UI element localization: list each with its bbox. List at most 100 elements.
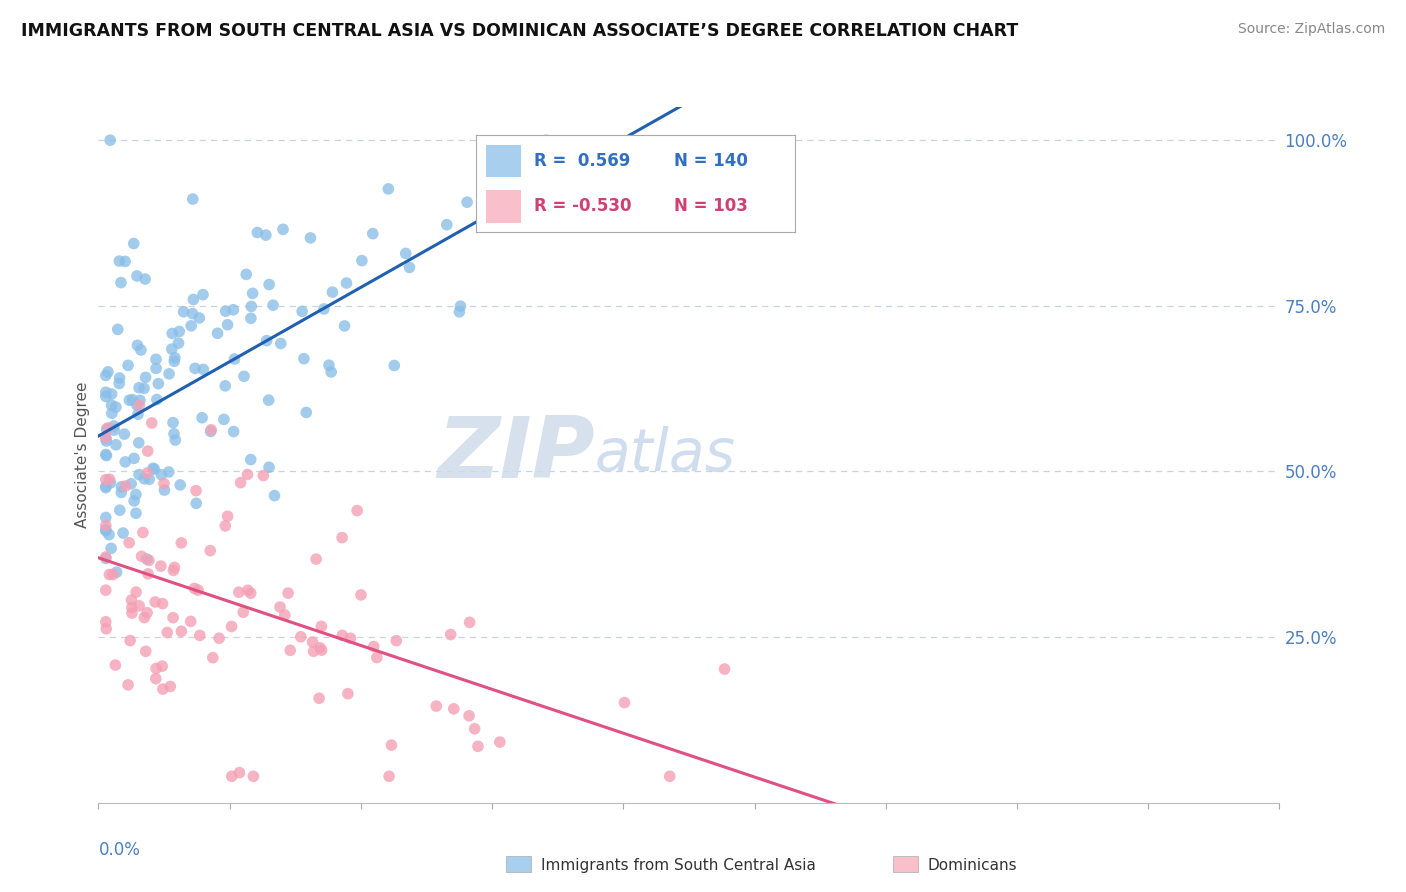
Point	[239, 311, 262, 326]
Point	[181, 307, 204, 321]
Point	[128, 435, 150, 450]
Point	[138, 472, 160, 486]
Point	[145, 361, 167, 376]
Point	[138, 553, 160, 567]
Point	[208, 632, 231, 646]
Point	[335, 276, 357, 290]
Point	[94, 549, 117, 564]
Point	[110, 485, 132, 500]
Point	[200, 425, 222, 439]
Point	[184, 361, 207, 376]
Point	[193, 362, 215, 376]
Point	[536, 133, 558, 147]
Point	[94, 385, 117, 400]
Point	[489, 735, 512, 749]
Point	[299, 231, 322, 245]
Point	[262, 298, 284, 312]
Point	[240, 300, 263, 314]
Point	[450, 299, 472, 313]
Point	[96, 622, 118, 636]
Point	[233, 369, 256, 384]
Point	[256, 334, 278, 348]
Point	[235, 268, 257, 282]
Text: atlas: atlas	[595, 426, 735, 483]
Point	[312, 301, 335, 316]
Point	[98, 133, 121, 147]
Point	[141, 416, 163, 430]
Point	[449, 305, 471, 319]
Point	[228, 585, 250, 599]
Point	[270, 336, 292, 351]
Point	[330, 628, 353, 642]
Point	[97, 421, 120, 435]
Point	[350, 253, 373, 268]
Point	[128, 381, 150, 395]
Point	[163, 354, 186, 368]
Point	[128, 467, 150, 482]
Point	[136, 566, 159, 581]
Point	[162, 416, 184, 430]
Point	[214, 519, 236, 533]
Point	[242, 286, 264, 301]
Point	[98, 567, 121, 582]
Point	[122, 451, 145, 466]
Point	[104, 438, 127, 452]
Point	[183, 582, 205, 596]
Point	[361, 227, 384, 241]
Point	[214, 379, 236, 393]
Point	[613, 696, 636, 710]
Point	[120, 476, 142, 491]
Point	[104, 658, 127, 673]
Point	[118, 393, 141, 408]
Point	[110, 276, 132, 290]
Point	[121, 606, 143, 620]
Point	[436, 218, 458, 232]
Text: Immigrants from South Central Asia: Immigrants from South Central Asia	[541, 858, 817, 872]
Point	[257, 393, 280, 408]
Point	[339, 632, 361, 646]
Point	[458, 615, 481, 630]
Point	[97, 365, 120, 379]
Point	[440, 627, 463, 641]
Point	[169, 478, 191, 492]
Point	[121, 600, 143, 615]
Point	[246, 226, 269, 240]
Point	[191, 287, 214, 301]
Point	[94, 390, 117, 404]
Point	[159, 680, 181, 694]
Point	[224, 351, 246, 366]
Point	[188, 628, 211, 642]
Point	[94, 510, 117, 524]
Point	[163, 351, 186, 365]
Point	[169, 325, 191, 339]
Point	[100, 541, 122, 556]
Point	[142, 461, 165, 475]
Point	[222, 425, 245, 439]
Point	[94, 430, 117, 444]
Point	[458, 708, 481, 723]
Point	[127, 338, 149, 352]
Point	[308, 691, 330, 706]
Point	[103, 423, 125, 437]
Point	[263, 489, 285, 503]
Point	[96, 449, 118, 463]
Point	[186, 496, 208, 510]
Text: N = 103: N = 103	[673, 197, 748, 216]
Point	[301, 635, 323, 649]
Point	[98, 527, 121, 541]
Point	[239, 452, 262, 467]
Point	[152, 682, 174, 697]
Point	[94, 551, 117, 566]
Point	[94, 523, 117, 537]
Point	[145, 672, 167, 686]
Point	[150, 467, 173, 482]
Point	[120, 633, 142, 648]
Point	[143, 462, 166, 476]
Point	[108, 376, 131, 391]
Text: R = -0.530: R = -0.530	[534, 197, 631, 216]
Point	[167, 336, 190, 351]
Point	[101, 567, 124, 582]
Point	[321, 285, 343, 300]
Point	[221, 769, 243, 783]
Text: Source: ZipAtlas.com: Source: ZipAtlas.com	[1237, 22, 1385, 37]
